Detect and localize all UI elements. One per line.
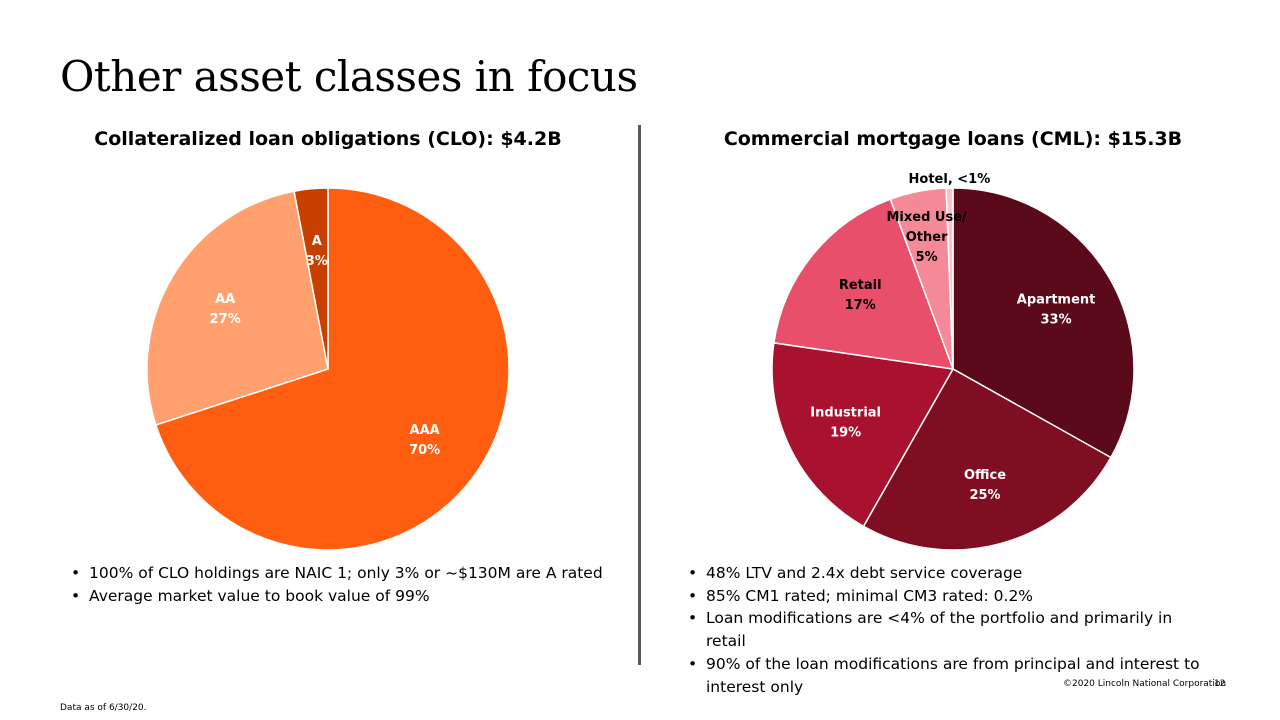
column-divider bbox=[638, 125, 641, 665]
clo-bullet: Average market value to book value of 99… bbox=[71, 585, 611, 608]
cml-slice-apartment bbox=[952, 187, 1135, 459]
cml-slice-industrial bbox=[771, 341, 955, 528]
clo-data-label-a: A 3% bbox=[306, 234, 328, 269]
cml-slice-office bbox=[862, 367, 1112, 551]
clo-slice-aa bbox=[146, 190, 329, 426]
clo-bullet-list: 100% of CLO holdings are NAIC 1; only 3%… bbox=[71, 562, 611, 607]
data-as-of-note: Data as of 6/30/20. bbox=[60, 703, 147, 713]
cml-pie bbox=[771, 187, 1135, 551]
cml-data-label-mixed-use-other: Mixed Use/Other 5% bbox=[886, 210, 967, 265]
cml-data-label-office: Office 25% bbox=[964, 468, 1006, 503]
cml-bullet: 48% LTV and 2.4x debt service coverage bbox=[688, 562, 1213, 585]
clo-data-label-aaa: AAA 70% bbox=[409, 423, 440, 458]
cml-bullet: 85% CM1 rated; minimal CM3 rated: 0.2% bbox=[688, 585, 1213, 608]
cml-bullet: 90% of the loan modifications are from p… bbox=[688, 653, 1213, 698]
clo-slice-aaa bbox=[154, 187, 510, 551]
clo-slice-a bbox=[293, 187, 329, 370]
clo-bullet: 100% of CLO holdings are NAIC 1; only 3%… bbox=[71, 562, 611, 585]
cml-slice-hotel-1 bbox=[945, 187, 954, 370]
slide-title: Other asset classes in focus bbox=[60, 52, 638, 101]
clo-data-label-aa: AA 27% bbox=[210, 292, 241, 327]
cml-data-label-apartment: Apartment 33% bbox=[1017, 293, 1096, 328]
cml-data-label-retail: Retail 17% bbox=[839, 278, 882, 313]
clo-pie bbox=[146, 187, 510, 551]
cml-slice-retail bbox=[773, 198, 955, 370]
page-number: 12 bbox=[1214, 679, 1226, 689]
cml-data-label-industrial: Industrial 19% bbox=[810, 405, 881, 440]
copyright-notice: ©2020 Lincoln National Corporation bbox=[1063, 679, 1227, 689]
cml-chart-title: Commercial mortgage loans (CML): $15.3B bbox=[723, 128, 1183, 150]
cml-bullet: Loan modifications are <4% of the portfo… bbox=[688, 607, 1213, 652]
clo-chart-title: Collateralized loan obligations (CLO): $… bbox=[94, 128, 562, 150]
cml-data-label-hotel-1: Hotel, <1% bbox=[909, 172, 991, 187]
cml-bullet-list: 48% LTV and 2.4x debt service coverage 8… bbox=[688, 562, 1213, 698]
